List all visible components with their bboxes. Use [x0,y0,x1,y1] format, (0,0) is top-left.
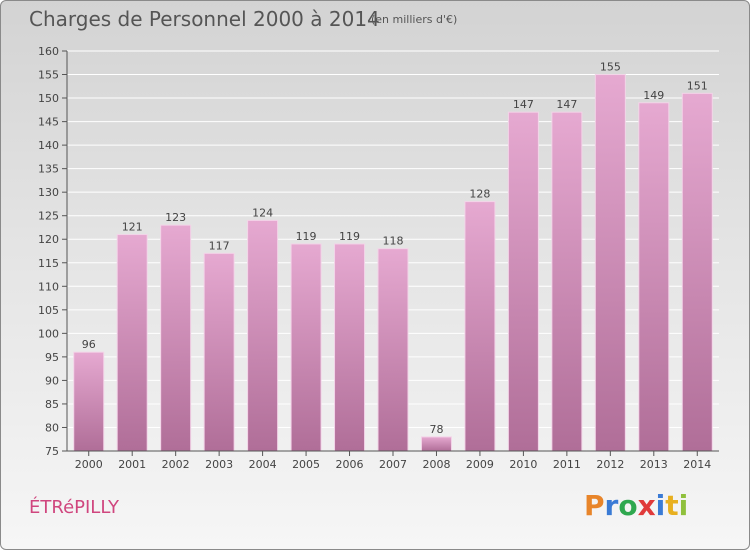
x-tick-label: 2000 [75,458,103,471]
chart-title: Charges de Personnel 2000 à 2014 [29,7,380,31]
data-label: 123 [165,211,186,224]
x-tick-label: 2008 [422,458,450,471]
bar-2007 [377,248,409,452]
commune-name: ÉTRéPILLY [29,497,119,518]
data-label: 117 [209,239,230,252]
data-label: 119 [339,230,360,243]
axes [62,50,719,456]
brand-letter: t [665,489,679,522]
data-label: 124 [252,206,273,219]
data-label: 155 [600,61,621,74]
bar-2014 [681,92,713,452]
y-tick-label: 135 [38,163,59,176]
bar-2005 [290,243,322,452]
y-tick-label: 130 [38,186,59,199]
x-tick-label: 2004 [249,458,277,471]
y-tick-label: 150 [38,92,59,105]
x-tick-label: 2013 [640,458,668,471]
bar-2003 [203,252,235,452]
bar-2009 [464,201,496,452]
x-tick-label: 2005 [292,458,320,471]
data-label: 119 [296,230,317,243]
y-tick-label: 80 [45,421,59,434]
data-label: 128 [469,188,490,201]
x-tick-label: 2006 [336,458,364,471]
data-label: 147 [556,98,577,111]
brand-letter: P [584,489,605,522]
x-tick-label: 2010 [509,458,537,471]
bar-2006 [334,243,366,452]
bar-2011 [551,111,583,452]
y-tick-label: 90 [45,374,59,387]
y-tick-label: 85 [45,398,59,411]
proxiti-logo[interactable]: Proxiti [584,489,688,522]
x-tick-label: 2003 [205,458,233,471]
bar-2013 [638,102,670,452]
y-tick-label: 100 [38,327,59,340]
data-label: 147 [513,98,534,111]
brand-letter: o [618,489,638,522]
labels: 75 80 85 90 95 100 105 110 115 120 125 130 135 140 145… [38,45,711,471]
y-tick-label: 105 [38,304,59,317]
bars [73,74,713,452]
x-tick-label: 2012 [596,458,624,471]
x-tick-label: 2009 [466,458,494,471]
x-tick-label: 2014 [683,458,711,471]
y-tick-label: 110 [38,280,59,293]
bar-2004 [247,219,279,452]
x-tick-label: 2001 [118,458,146,471]
brand-letter: i [678,489,689,522]
data-label: 78 [429,423,443,436]
x-tick-label: 2011 [553,458,581,471]
data-label: 149 [643,89,664,102]
data-label: 96 [82,338,96,351]
data-label: 118 [383,235,404,248]
data-label: 151 [687,79,708,92]
x-tick-label: 2007 [379,458,407,471]
y-tick-label: 120 [38,233,59,246]
bar-2002 [160,224,192,452]
data-label: 121 [122,221,143,234]
y-tick-label: 145 [38,116,59,129]
chart-subtitle: (en milliers d'€) [371,13,458,26]
y-tick-label: 155 [38,69,59,82]
bar-2008 [420,436,452,452]
y-tick-label: 140 [38,139,59,152]
y-tick-label: 95 [45,351,59,364]
brand-letter: r [604,489,619,522]
y-tick-label: 115 [38,257,59,270]
bar-2001 [116,234,148,452]
bar-2012 [594,74,626,452]
brand-letter: i [655,489,666,522]
x-tick-label: 2002 [162,458,190,471]
bar-2000 [73,351,105,452]
brand-letter: x [637,489,656,522]
y-tick-label: 160 [38,45,59,58]
bar-2010 [507,111,539,452]
y-tick-label: 75 [45,445,59,458]
y-tick-label: 125 [38,210,59,223]
